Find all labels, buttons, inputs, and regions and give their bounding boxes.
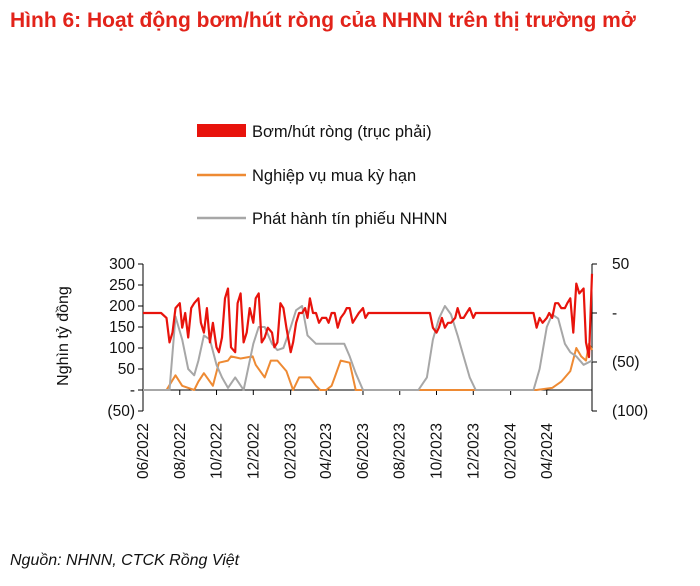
x-tick-label: 10/2022 <box>209 423 226 479</box>
legend-swatch-net <box>197 124 246 137</box>
legend-item-omo: Nghiệp vụ mua kỳ hạn <box>197 167 416 185</box>
series-net <box>143 273 594 359</box>
legend: Bơm/hút ròng (trục phải) Nghiệp vụ mua k… <box>197 123 447 228</box>
x-tick-label: 08/2022 <box>172 423 189 479</box>
left-tick-label: 100 <box>109 340 135 357</box>
x-tick-label: 12/2023 <box>465 423 482 479</box>
left-tick-label: 150 <box>109 319 135 336</box>
x-tick-label: 08/2023 <box>392 423 409 479</box>
left-tick-label: 300 <box>109 256 135 273</box>
left-tick-label: (50) <box>107 403 135 420</box>
source-note: Nguồn: NHNN, CTCK Rồng Việt <box>10 552 240 569</box>
right-tick-label: (100) <box>612 403 648 420</box>
legend-item-bill: Phát hành tín phiếu NHNN <box>197 210 447 228</box>
x-tick-label: 06/2023 <box>355 423 372 479</box>
right-tick-label: - <box>612 305 617 322</box>
x-tick-label: 02/2024 <box>503 423 520 479</box>
x-axis: 06/2022 08/2022 10/2022 12/2022 02/2023 04/20… <box>135 390 556 479</box>
legend-item-net: Bơm/hút ròng (trục phải) <box>197 123 432 141</box>
legend-label-net: Bơm/hút ròng (trục phải) <box>252 123 432 141</box>
right-tick-label: (50) <box>612 354 640 371</box>
right-axis: 50 - (50) (100) <box>592 256 648 420</box>
left-tick-label: 50 <box>118 361 136 378</box>
x-tick-label: 04/2024 <box>539 423 556 479</box>
left-axis: 300 250 200 150 100 50 - (50) <box>107 256 143 420</box>
left-tick-label: - <box>130 382 135 399</box>
left-tick-label: 250 <box>109 277 135 294</box>
left-tick-label: 200 <box>109 298 135 315</box>
series-bill <box>143 305 593 391</box>
x-tick-label: 10/2023 <box>429 423 446 479</box>
right-tick-label: 50 <box>612 256 630 273</box>
x-tick-label: 02/2023 <box>283 423 300 479</box>
series-omo <box>143 342 593 391</box>
chart-title: Hình 6: Hoạt động bơm/hút ròng của NHNN … <box>10 9 636 32</box>
x-tick-label: 12/2022 <box>245 423 262 479</box>
legend-label-omo: Nghiệp vụ mua kỳ hạn <box>252 167 416 185</box>
legend-label-bill: Phát hành tín phiếu NHNN <box>252 210 447 228</box>
plot-area <box>142 264 594 411</box>
x-tick-label: 04/2023 <box>318 423 335 479</box>
y-axis-label: Nghìn tỷ đồng <box>55 286 72 386</box>
x-tick-label: 06/2022 <box>135 423 152 479</box>
